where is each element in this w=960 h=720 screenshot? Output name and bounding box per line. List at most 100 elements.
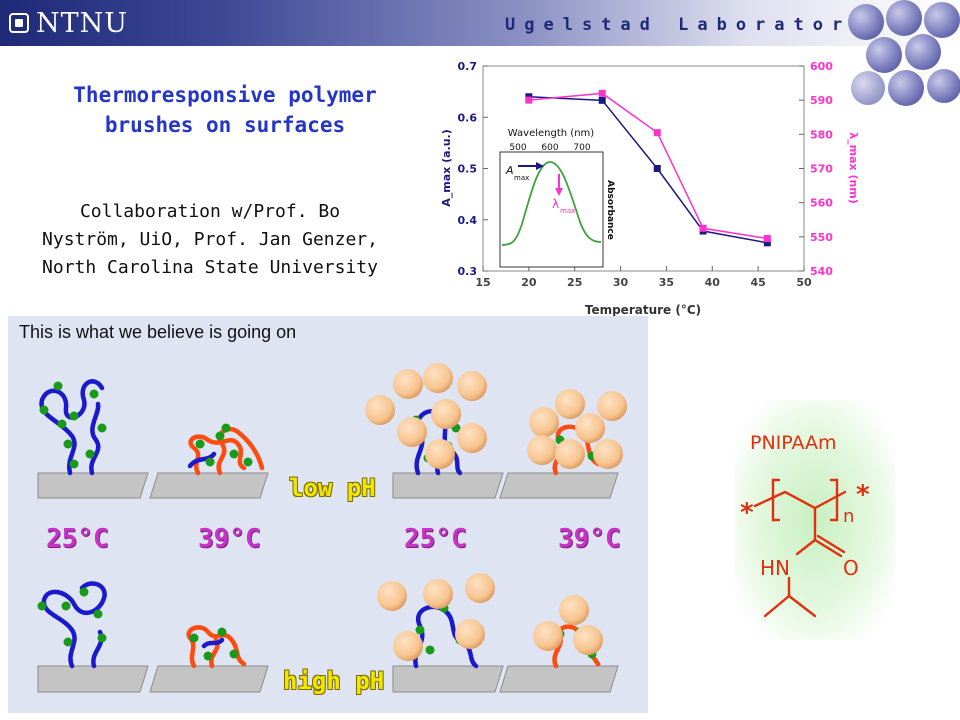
nanoparticle — [431, 399, 461, 429]
high-ph-label: high pH — [283, 667, 385, 695]
y-left-tick-label: 0.7 — [458, 60, 478, 73]
sphere-cluster-decoration — [848, 0, 960, 106]
series-layer — [525, 89, 771, 247]
nanoparticle — [393, 631, 423, 661]
carbonyl-bond — [813, 538, 843, 558]
binding-sites — [189, 627, 239, 661]
brush-extended-high-ph — [41, 581, 107, 669]
y-right-tick-label: 560 — [810, 197, 833, 210]
nanoparticle — [457, 423, 487, 453]
mechanism-illustration — [37, 363, 627, 693]
polymer-chain — [39, 379, 105, 476]
surface-slab — [392, 472, 504, 499]
axis-ticks: 15 20 25 30 35 40 45 50 0.3 0.4 0.5 0.6 0.7 540 550 560… — [458, 60, 834, 289]
pnipaam-label: PNIPAAm — [750, 432, 837, 454]
nanoparticle — [465, 573, 495, 603]
y-right-tick-label: 590 — [810, 94, 833, 107]
surface-row-high-ph — [37, 665, 619, 693]
inset-lambda-sub: max — [560, 207, 575, 215]
y-left-tick-label: 0.3 — [458, 265, 478, 278]
nanoparticle — [527, 435, 557, 465]
nanoparticle — [555, 439, 585, 469]
pnipaam-structure — [753, 478, 847, 618]
pnipaam-o-label: O — [843, 556, 859, 580]
nanoparticle — [529, 407, 559, 437]
brush-extended-low-ph — [39, 379, 105, 476]
nanoparticle — [573, 625, 603, 655]
data-point-lambda — [763, 235, 771, 243]
nanoparticle — [423, 579, 453, 609]
right-bracket — [829, 478, 839, 522]
pnipaam-hn-label: HN — [760, 556, 790, 580]
y-left-tick-label: 0.5 — [458, 163, 478, 176]
polymer-chain — [188, 434, 247, 476]
inset-absorbance-label: Absorbance — [605, 180, 615, 240]
nanoparticle — [559, 595, 589, 625]
x-tick-label: 45 — [750, 276, 765, 289]
brush-collapsed-with-particles-low-ph — [527, 389, 627, 476]
temp-label-25c-left: 25°C — [46, 524, 109, 554]
surface-slab — [149, 472, 269, 499]
surface-slab — [37, 665, 149, 693]
nanoparticle — [575, 413, 605, 443]
brush-extended-with-particles-high-ph — [377, 573, 495, 669]
inset-a-max-label: A — [505, 164, 514, 177]
collab-line-1: Collaboration w/Prof. Bo — [79, 201, 341, 222]
x-tick-label: 50 — [796, 276, 812, 289]
brush-collapsed-high-ph — [186, 625, 247, 669]
pnipaam-star-left: * — [740, 498, 754, 528]
data-point-amax — [598, 96, 606, 104]
polymer-chain — [89, 401, 101, 476]
pnipaam-star-right: * — [856, 480, 870, 510]
nanoparticle — [377, 581, 407, 611]
x-tick-label: 30 — [613, 276, 629, 289]
y-right-tick-label: 600 — [810, 60, 833, 73]
x-tick-label: 20 — [521, 276, 537, 289]
polymer-chain — [41, 581, 107, 669]
y-right-axis-label: λ_max (nm) — [847, 132, 860, 204]
x-axis-label: Temperature (°C) — [585, 303, 701, 317]
nanoparticle — [365, 395, 395, 425]
inset-lambda-arrowhead-icon — [555, 188, 563, 196]
surface-slab — [392, 665, 504, 693]
y-left-tick-label: 0.4 — [458, 214, 478, 227]
nanoparticle — [423, 363, 453, 393]
brush-collapsed-low-ph — [187, 426, 265, 476]
surface-row-low-ph — [37, 472, 619, 499]
binding-sites — [195, 423, 253, 467]
collaboration-text: Collaboration w/Prof. Bo Nyström, UiO, P… — [20, 198, 400, 282]
data-point-lambda — [653, 129, 661, 137]
nanoparticle — [393, 369, 423, 399]
y-left-axis-label: A_max (a.u.) — [440, 129, 453, 207]
nanoparticle — [457, 371, 487, 401]
inset-lambda-label: λ — [552, 197, 559, 211]
inset-a-max-sub: max — [514, 174, 529, 182]
polymer-chain — [187, 451, 217, 469]
pnipaam-n-subscript: n — [843, 506, 855, 527]
surface-slab — [499, 665, 619, 693]
surface-slab — [149, 665, 269, 693]
inset-tick-500: 500 — [509, 143, 526, 153]
title-line-1: Thermoresponsive polymer — [73, 83, 377, 107]
ntnu-logo-text: NTNU — [36, 8, 129, 39]
nanoparticle — [555, 389, 585, 419]
inset-tick-700: 700 — [573, 143, 590, 153]
data-point-lambda — [598, 89, 606, 97]
inset-tick-600: 600 — [541, 143, 558, 153]
collab-line-2: Nyström, UiO, Prof. Jan Genzer, — [42, 229, 378, 250]
y-right-tick-label: 570 — [810, 163, 833, 176]
data-point-amax — [763, 239, 771, 247]
lab-name: Ugelstad Laboratory — [505, 15, 871, 35]
temp-label-25c-right: 25°C — [404, 524, 467, 554]
x-tick-label: 25 — [567, 276, 582, 289]
y-right-tick-label: 540 — [810, 265, 833, 278]
slide-title: Thermoresponsive polymer brushes on surf… — [40, 80, 410, 140]
nanoparticle — [397, 417, 427, 447]
surface-slab — [37, 472, 149, 499]
isopropyl-bond — [763, 576, 817, 618]
polymer-chain — [201, 637, 225, 649]
y-left-tick-label: 0.6 — [458, 111, 478, 124]
header-bar: NTNU Ugelstad Laboratory — [0, 0, 960, 46]
nanoparticle — [533, 621, 563, 651]
y-right-tick-label: 580 — [810, 128, 833, 141]
